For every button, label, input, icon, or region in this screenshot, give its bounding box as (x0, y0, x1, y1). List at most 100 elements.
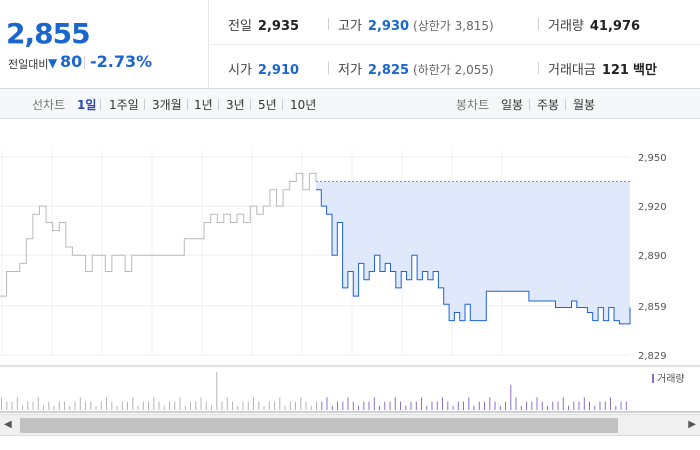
volume-bar (442, 397, 443, 410)
volume-bar (169, 401, 170, 410)
volume-bar (415, 401, 417, 410)
chart-scrollbar[interactable]: ◀ ▶ (0, 414, 700, 436)
volume-bar (232, 401, 233, 410)
volume-bar (64, 401, 65, 410)
volume-bar (16, 397, 18, 410)
volume-bar (205, 401, 207, 410)
volume-bar (447, 401, 449, 410)
scroll-left-icon[interactable]: ◀ (4, 419, 12, 430)
decline-area (316, 181, 630, 324)
volume-bar (242, 401, 244, 410)
volume-bar (253, 397, 254, 410)
y-tick-label: 2,829 (638, 351, 667, 362)
stat-label: 고가 (338, 19, 362, 34)
volume-bar (106, 397, 107, 410)
volume-bar (510, 384, 512, 410)
tab-10year[interactable]: 10년 (290, 98, 317, 112)
price-box: 2,855 전일대비 ▼ 80 -2.73% (0, 0, 209, 89)
tab-1day[interactable]: 1일 (77, 98, 97, 112)
volume-bar (389, 401, 391, 410)
stat-sub: (상한가 3,815) (413, 19, 494, 33)
volume-bar (137, 405, 139, 410)
volume-bar (620, 401, 622, 410)
volume-bar (625, 401, 627, 410)
volume-bar (552, 401, 554, 410)
divider (210, 44, 700, 45)
volume-bar (405, 405, 407, 410)
scrollbar-thumb[interactable] (20, 418, 618, 433)
tab-monthly-candle[interactable]: 월봉 (573, 98, 596, 112)
tab-weekly-candle[interactable]: 주봉 (537, 98, 560, 112)
tab-1year[interactable]: 1년 (194, 98, 213, 112)
volume-bar (589, 401, 590, 410)
volume-bar (431, 401, 433, 410)
series-line-blue (316, 189, 631, 325)
stat-amount: 거래대금 121 백만 (548, 59, 657, 78)
volume-bar (158, 401, 160, 410)
tab-3year[interactable]: 3년 (226, 98, 245, 112)
divider (250, 99, 251, 110)
divider (529, 99, 530, 110)
scroll-right-icon[interactable]: ▶ (688, 419, 696, 430)
volume-bar (473, 405, 475, 410)
volume-bar (457, 401, 459, 410)
stat-value: 41,976 (589, 19, 641, 34)
volume-bar (583, 397, 585, 410)
tab-daily-candle[interactable]: 일봉 (501, 98, 524, 112)
volume-bar (121, 401, 123, 410)
volume-bar (211, 405, 212, 410)
tab-5year[interactable]: 5년 (258, 98, 277, 112)
chart-tabbar: 선차트 1일 1주일 3개월 1년 3년 5년 10년 봉차트 일봉 주봉 월봉 (0, 89, 700, 119)
volume-bar (216, 372, 218, 410)
volume-bar (274, 401, 275, 410)
volume-bar (452, 405, 454, 410)
volume-bar (284, 405, 286, 410)
volume-bar (410, 401, 412, 410)
volume-bar (594, 405, 596, 410)
line-chart-label: 선차트 (32, 98, 66, 112)
volume-bar (478, 401, 480, 410)
volume-bar (489, 397, 491, 410)
volume-bar (163, 405, 165, 410)
volume-bar (505, 401, 506, 410)
volume-bar (520, 405, 522, 410)
tab-3month[interactable]: 3개월 (152, 98, 182, 112)
stat-open: 시가 2,910 (228, 59, 299, 78)
tab-1week[interactable]: 1주일 (109, 98, 139, 112)
divider (218, 99, 219, 110)
volume-bar (268, 401, 270, 410)
volume-bar (22, 405, 23, 410)
volume-bar (289, 401, 291, 410)
volume-bar (295, 401, 296, 410)
stat-label: 저가 (338, 63, 362, 78)
stat-volume: 거래량 41,976 (548, 15, 640, 34)
stat-value: 2,825 (367, 63, 410, 78)
volume-bar (58, 401, 60, 410)
volume-bar (379, 405, 380, 410)
series-line-gray (0, 172, 317, 297)
price-chart[interactable]: 2,950 2,920 2,890 2,859 2,829 거래량 (0, 120, 700, 415)
volume-bar (599, 401, 601, 410)
volume-bar (90, 401, 92, 410)
volume-bar (316, 401, 317, 410)
price-summary: 2,855 전일대비 ▼ 80 -2.73% 전일 2,935 고가 2,930 (상… (0, 0, 700, 89)
volume-bar (484, 401, 485, 410)
volume-bar (27, 401, 29, 410)
volume-bar (368, 401, 370, 410)
stat-prev-close: 전일 2,935 (228, 15, 299, 34)
divider (328, 62, 329, 74)
volume-bar (11, 401, 13, 410)
volume-bar (279, 397, 281, 410)
down-arrow-icon: ▼ (48, 56, 58, 70)
volume-bar (421, 397, 422, 410)
y-tick-label: 2,859 (638, 302, 667, 313)
volume-bar (310, 405, 312, 410)
volume-bar (226, 397, 228, 410)
stat-value: 121 (601, 63, 629, 78)
volume-bar (153, 397, 155, 410)
volume-bar (352, 401, 354, 410)
volume-bar (1, 397, 2, 410)
volume-bar (195, 401, 197, 410)
candle-chart-label: 봉차트 (456, 98, 490, 112)
volume-bar (358, 405, 359, 410)
